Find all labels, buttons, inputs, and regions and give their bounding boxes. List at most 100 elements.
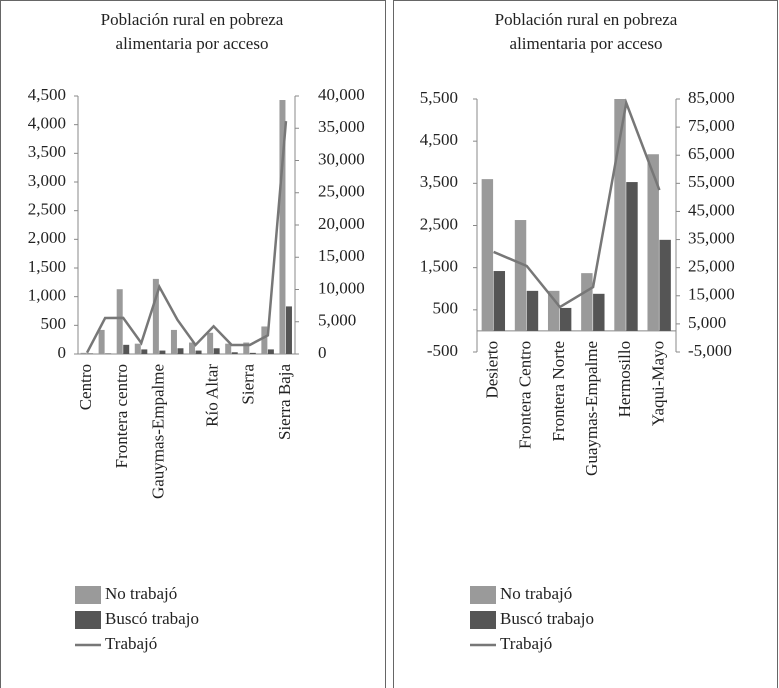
legend-label: No trabajó	[105, 584, 177, 603]
y-tick-label: 500	[41, 314, 67, 333]
bar	[526, 290, 539, 331]
chart-title: Población rural en pobreza alimentaria p…	[494, 10, 678, 53]
y-tick-label: 4,500	[420, 130, 458, 149]
x-tick-label: Centro	[76, 364, 95, 410]
bar	[647, 154, 659, 331]
bar	[593, 293, 605, 331]
y2-tick-label: 20,000	[318, 214, 365, 233]
y2-tick-label: 30,000	[318, 149, 365, 168]
bar	[267, 349, 274, 354]
x-tick-label: Yaqui-Mayo	[648, 341, 667, 426]
y2-tick-label: 65,000	[688, 144, 735, 163]
bar	[514, 220, 527, 331]
bar	[659, 239, 671, 331]
legend-swatch	[470, 586, 496, 604]
y-tick-label: 2,500	[28, 200, 66, 219]
x-tick-label: Sierra	[239, 364, 258, 405]
bar	[225, 343, 232, 354]
y2-tick-label: 55,000	[688, 172, 735, 191]
bar	[123, 344, 130, 354]
y2-tick-label: 15,000	[318, 246, 365, 265]
bar	[231, 352, 238, 354]
line-series	[493, 98, 661, 309]
bar	[581, 273, 593, 331]
panel-border	[393, 0, 778, 688]
y2-tick-label: 75,000	[688, 116, 735, 135]
bar	[116, 289, 123, 354]
y2-tick-label: 25,000	[318, 182, 365, 201]
y-tick-label: 5,500	[420, 88, 458, 107]
panel-border	[0, 0, 386, 688]
y2-tick-label: 5,000	[318, 311, 356, 330]
x-tick-label: Río Altar	[203, 364, 222, 427]
legend-swatch	[75, 611, 101, 629]
y-tick-label: 500	[433, 299, 459, 318]
legend-label: Trabajó	[500, 634, 552, 653]
line-series	[85, 121, 288, 354]
legend-label: Trabajó	[105, 634, 157, 653]
bar	[285, 306, 292, 354]
y-tick-label: 3,500	[28, 142, 66, 161]
y2-tick-label: 10,000	[318, 278, 365, 297]
x-tick-label: Frontera centro	[112, 364, 131, 468]
y2-tick-label: 35,000	[318, 117, 365, 136]
legend-swatch	[75, 586, 101, 604]
bar	[189, 342, 196, 354]
bar	[626, 182, 638, 331]
bar	[159, 350, 166, 354]
y-tick-label: 3,500	[420, 172, 458, 191]
bar	[213, 348, 220, 354]
bar	[105, 353, 112, 354]
bar	[279, 100, 286, 354]
y-tick-label: 1,500	[420, 257, 458, 276]
legend-swatch	[470, 611, 496, 629]
bar	[559, 307, 572, 331]
x-tick-label: Frontera Norte	[549, 341, 568, 442]
chart-title: Población rural en pobreza alimentaria p…	[100, 10, 284, 53]
bar	[481, 179, 494, 331]
x-tick-label: Sierra Baja	[275, 364, 294, 440]
legend-label: Buscó trabajo	[105, 609, 199, 628]
y-tick-label: 4,000	[28, 114, 66, 133]
y-tick-label: 3,000	[28, 171, 66, 190]
y-tick-label: 1,000	[28, 286, 66, 305]
bar	[98, 329, 105, 354]
legend-label: Buscó trabajo	[500, 609, 594, 628]
y2-tick-label: 40,000	[318, 85, 365, 104]
x-tick-label: Desierto	[482, 341, 501, 399]
y2-tick-label: 25,000	[688, 257, 735, 276]
bar	[547, 290, 560, 331]
y-tick-label: 2,000	[28, 228, 66, 247]
legend-label: No trabajó	[500, 584, 572, 603]
y-tick-label: 2,500	[420, 214, 458, 233]
bar	[152, 278, 159, 354]
bar	[493, 271, 506, 331]
y-tick-label: 1,500	[28, 257, 66, 276]
bar	[170, 329, 177, 354]
bar	[195, 350, 202, 354]
bar	[614, 99, 626, 331]
y2-tick-label: 85,000	[688, 88, 735, 107]
bar	[141, 349, 148, 354]
bar	[80, 352, 87, 354]
y-tick-label: -500	[427, 341, 458, 360]
y-tick-label: 0	[58, 343, 67, 362]
y2-tick-label: 15,000	[688, 285, 735, 304]
bar	[134, 343, 141, 354]
x-tick-label: Gauymas-Empalme	[148, 364, 167, 499]
y2-tick-label: 5,000	[688, 313, 726, 332]
y2-tick-label: 45,000	[688, 200, 735, 219]
bar	[177, 348, 184, 354]
y2-tick-label: 0	[318, 343, 327, 362]
bar	[207, 332, 214, 354]
x-tick-label: Guaymas-Empalme	[582, 341, 601, 476]
bar	[261, 326, 268, 354]
y2-tick-label: 35,000	[688, 228, 735, 247]
x-tick-label: Hermosillo	[615, 341, 634, 418]
y-tick-label: 4,500	[28, 85, 66, 104]
bar	[87, 353, 94, 354]
x-tick-label: Frontera Centro	[516, 341, 535, 449]
bar	[249, 352, 256, 354]
